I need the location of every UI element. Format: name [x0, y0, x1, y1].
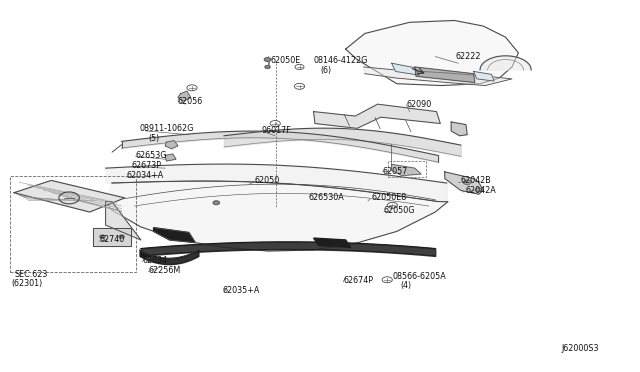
Polygon shape: [165, 141, 178, 149]
Polygon shape: [392, 164, 421, 176]
Circle shape: [100, 235, 105, 238]
Text: 62653G: 62653G: [136, 151, 167, 160]
Text: 62050E8: 62050E8: [371, 193, 406, 202]
Text: 08146-4122G: 08146-4122G: [314, 56, 368, 65]
Text: 62740: 62740: [99, 235, 124, 244]
Polygon shape: [14, 180, 125, 212]
Polygon shape: [415, 67, 475, 83]
Text: 62056: 62056: [178, 97, 203, 106]
Circle shape: [213, 201, 220, 205]
Circle shape: [476, 188, 482, 192]
Polygon shape: [445, 172, 483, 194]
Polygon shape: [106, 202, 141, 240]
Text: 62050: 62050: [255, 176, 280, 185]
Polygon shape: [392, 63, 419, 75]
Text: 62034: 62034: [142, 256, 167, 265]
Polygon shape: [314, 104, 440, 128]
Text: 626530A: 626530A: [308, 193, 344, 202]
Text: 62222: 62222: [456, 52, 481, 61]
Text: 62050E: 62050E: [270, 56, 300, 65]
Circle shape: [264, 58, 271, 61]
Text: SEC.623: SEC.623: [14, 270, 47, 279]
Text: J62000S3: J62000S3: [562, 344, 600, 353]
Text: (4): (4): [401, 281, 412, 290]
Polygon shape: [364, 67, 512, 86]
Polygon shape: [314, 238, 351, 247]
Text: 62050G: 62050G: [384, 206, 415, 215]
Text: 08911-1062G: 08911-1062G: [140, 124, 194, 133]
Text: (5): (5): [148, 134, 160, 143]
Polygon shape: [480, 56, 531, 70]
Polygon shape: [451, 122, 467, 136]
Circle shape: [265, 65, 270, 68]
Text: 62042B: 62042B: [461, 176, 492, 185]
Text: 62057: 62057: [382, 167, 408, 176]
Text: 96017F: 96017F: [261, 126, 291, 135]
Text: 62673P: 62673P: [131, 161, 161, 170]
Text: 62034+A: 62034+A: [127, 171, 164, 180]
Text: 62090: 62090: [406, 100, 431, 109]
Polygon shape: [154, 228, 195, 243]
Circle shape: [119, 235, 124, 238]
Text: 62035+A: 62035+A: [223, 286, 260, 295]
Polygon shape: [106, 181, 448, 251]
Polygon shape: [178, 91, 191, 101]
Bar: [10, 176, 136, 272]
Polygon shape: [165, 154, 176, 161]
Text: 62674P: 62674P: [343, 276, 373, 285]
Text: (6): (6): [320, 66, 331, 75]
Text: 62256M: 62256M: [148, 266, 180, 275]
Bar: [388, 161, 426, 177]
Polygon shape: [93, 228, 131, 246]
Polygon shape: [346, 20, 518, 86]
Text: 08566-6205A: 08566-6205A: [393, 272, 447, 280]
Text: 62042A: 62042A: [466, 186, 497, 195]
Polygon shape: [474, 71, 494, 81]
Text: (62301): (62301): [12, 279, 43, 288]
Circle shape: [463, 180, 471, 185]
